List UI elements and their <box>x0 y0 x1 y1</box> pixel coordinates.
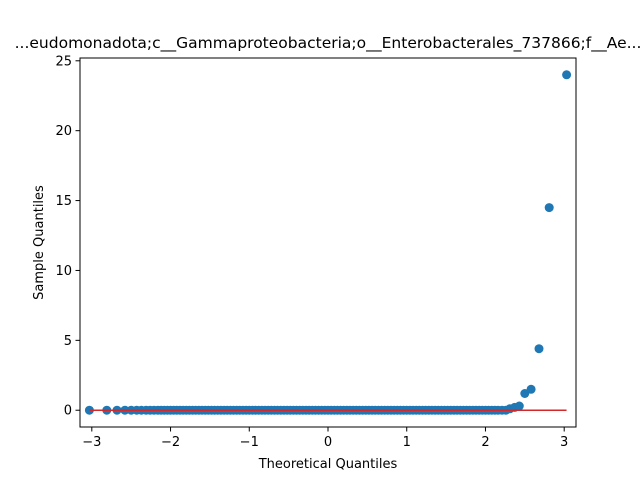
y-tick-label: 5 <box>64 334 72 349</box>
x-tick-label: 1 <box>403 435 411 450</box>
axis-ticks: −3 −2 −1 0 1 2 3 0 5 10 15 20 25 <box>55 54 568 450</box>
y-axis-label: Sample Quantiles <box>32 185 47 300</box>
data-point <box>84 405 94 415</box>
y-tick-label: 15 <box>55 194 72 209</box>
axes-frame <box>79 57 577 428</box>
data-point <box>514 401 524 411</box>
data-points <box>84 70 572 415</box>
x-tick-label: 0 <box>324 435 332 450</box>
x-axis-label: Theoretical Quantiles <box>258 457 398 472</box>
y-tick-label: 25 <box>55 54 72 69</box>
x-tick-label: −2 <box>161 435 180 450</box>
data-point <box>544 203 554 213</box>
y-tick-label: 10 <box>55 264 72 279</box>
x-tick-label: −1 <box>240 435 259 450</box>
data-point <box>562 70 572 80</box>
x-tick-label: −3 <box>82 435 101 450</box>
data-point <box>526 384 536 394</box>
y-tick-label: 20 <box>55 124 72 139</box>
y-tick-label: 0 <box>64 404 72 419</box>
x-tick-label: 2 <box>481 435 489 450</box>
data-point <box>534 344 544 354</box>
x-tick-label: 3 <box>560 435 568 450</box>
chart-title: ...eudomonadota;c__Gammaproteobacteria;o… <box>15 34 640 53</box>
